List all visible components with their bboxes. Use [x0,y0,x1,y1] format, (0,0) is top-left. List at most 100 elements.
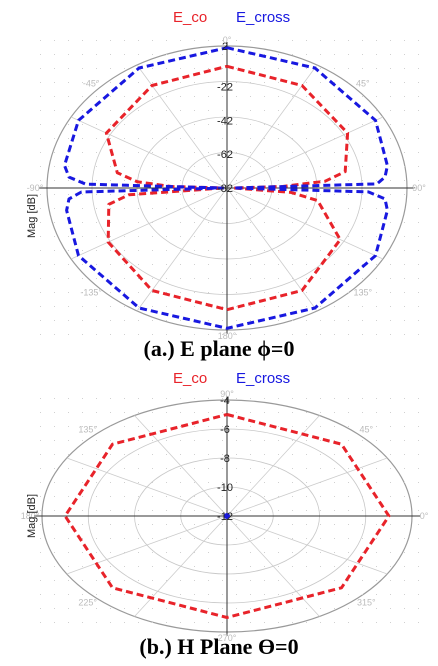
grid-dot [138,236,139,237]
grid-dot [404,426,405,427]
grid-dot [306,222,307,223]
grid-dot [96,110,97,111]
grid-dot [166,552,167,553]
grid-dot [306,482,307,483]
grid-dot [194,166,195,167]
grid-dot [390,292,391,293]
grid-dot [334,622,335,623]
grid-dot [404,236,405,237]
grid-dot [40,54,41,55]
grid-dot [418,236,419,237]
radial-tick-label: -62 [217,149,233,161]
grid-dot [320,440,321,441]
series-e-co-line [104,64,350,312]
grid-dot [418,454,419,455]
grid-dot [264,580,265,581]
grid-dot [180,440,181,441]
grid-dot [222,166,223,167]
grid-dot [348,82,349,83]
grid-dot [264,482,265,483]
grid-dot [418,594,419,595]
grid-dot [334,264,335,265]
grid-dot [138,426,139,427]
grid-dot [138,552,139,553]
grid-dot [236,138,237,139]
grid-dot [390,608,391,609]
grid-dot [236,510,237,511]
grid-dot [180,96,181,97]
grid-dot [390,482,391,483]
grid-dot [292,264,293,265]
grid-dot [264,538,265,539]
grid-dot [68,180,69,181]
grid-dot [404,166,405,167]
grid-dot [236,468,237,469]
grid-dot [264,426,265,427]
grid-dot [152,468,153,469]
grid-dot [334,278,335,279]
grid-dot [152,482,153,483]
grid-dot [208,194,209,195]
grid-dot [320,426,321,427]
grid-dot [152,166,153,167]
grid-dot [292,278,293,279]
grid-dot [40,566,41,567]
grid-dot [348,524,349,525]
grid-dot [292,40,293,41]
grid-dot [418,496,419,497]
grid-dot [418,538,419,539]
legend-h-e-co: E_co [173,370,207,387]
grid-dot [166,124,167,125]
grid-dot [292,236,293,237]
grid-dot [68,40,69,41]
grid-dot [390,124,391,125]
grid-dot [180,482,181,483]
grid-dot [180,454,181,455]
grid-dot [292,208,293,209]
grid-dot [390,594,391,595]
grid-dot [40,454,41,455]
grid-dot [40,334,41,335]
grid-dot [292,194,293,195]
grid-dot [40,496,41,497]
grid-dot [376,96,377,97]
grid-dot [250,264,251,265]
grid-dot [418,412,419,413]
grid-dot [306,580,307,581]
grid-dot [68,306,69,307]
grid-dot [96,222,97,223]
grid-dot [292,426,293,427]
grid-dot [376,306,377,307]
grid-dot [110,138,111,139]
grid-dot [362,236,363,237]
grid-dot [152,54,153,55]
grid-dot [110,334,111,335]
grid-dot [418,510,419,511]
grid-dot [82,166,83,167]
grid-dot [166,236,167,237]
grid-dot [208,412,209,413]
grid-dot [278,608,279,609]
grid-dot [40,250,41,251]
angle-label: 45° [356,78,370,88]
grid-dot [54,194,55,195]
grid-dot [404,622,405,623]
grid-dot [334,412,335,413]
grid-dot [278,440,279,441]
grid-dot [152,524,153,525]
h-plane-ylabel: Mag [dB] [26,494,38,538]
angle-label: -90° [27,183,44,193]
grid-dot [236,454,237,455]
grid-dot [306,264,307,265]
grid-dot [194,292,195,293]
angle-label: -45° [83,78,100,88]
grid-dot [194,264,195,265]
grid-dot [222,82,223,83]
grid-dot [264,222,265,223]
grid-dot [264,622,265,623]
grid-dot [194,96,195,97]
grid-dot [152,334,153,335]
grid-dot [68,292,69,293]
grid-dot [166,510,167,511]
grid-dot [236,180,237,181]
